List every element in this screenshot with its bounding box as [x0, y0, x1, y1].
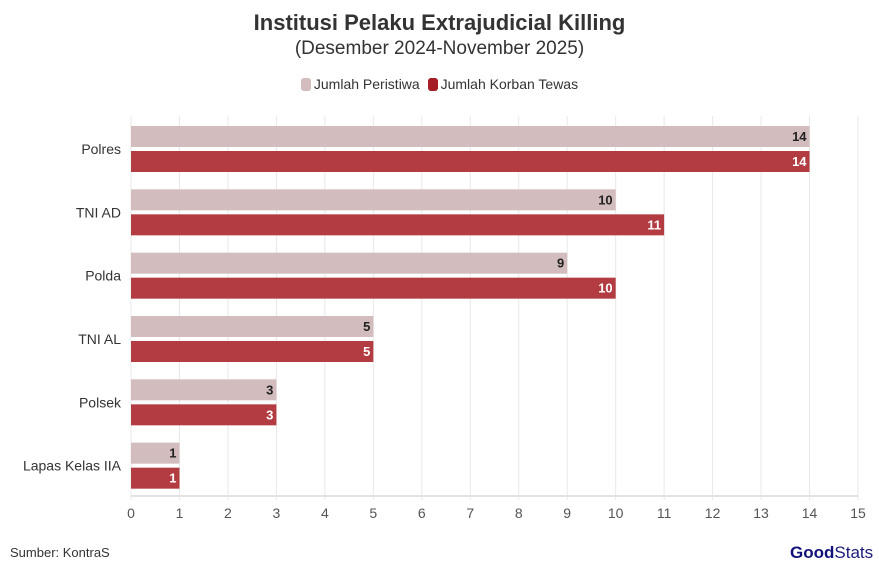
data-label: 1 — [169, 446, 176, 461]
x-tick-label: 3 — [273, 505, 281, 521]
legend: Jumlah Peristiwa Jumlah Korban Tewas — [0, 76, 879, 94]
legend-swatch — [427, 77, 438, 91]
bar-1 — [131, 277, 616, 299]
x-tick-label: 7 — [466, 505, 474, 521]
bar-1 — [131, 341, 374, 362]
data-label: 14 — [792, 154, 807, 169]
category-label: TNI AL — [78, 331, 121, 347]
category-label: Polda — [85, 268, 121, 284]
legend-swatch — [300, 77, 311, 91]
bar-1 — [131, 214, 665, 236]
data-label: 11 — [647, 217, 661, 232]
bar-0 — [131, 189, 616, 211]
data-label: 14 — [792, 129, 807, 144]
category-label: Polsek — [79, 394, 122, 410]
goodstats-logo: GoodStats — [790, 543, 873, 563]
x-tick-label: 2 — [224, 505, 232, 521]
x-tick-label: 15 — [850, 505, 866, 521]
category-label: Lapas Kelas IIA — [23, 458, 122, 474]
x-tick-label: 10 — [608, 505, 624, 521]
bar-1 — [131, 404, 277, 426]
category-label: Polres — [81, 141, 121, 157]
bar-0 — [131, 442, 180, 464]
x-tick-label: 6 — [418, 505, 426, 521]
legend-item-peristiwa[interactable]: Jumlah Peristiwa — [300, 76, 420, 92]
logo-part-good: Good — [790, 543, 835, 562]
source-note: Sumber: KontraS — [10, 545, 110, 560]
bar-0 — [131, 379, 277, 401]
x-tick-label: 14 — [802, 505, 818, 521]
legend-label: Jumlah Korban Tewas — [440, 76, 579, 92]
data-label: 1 — [169, 471, 176, 486]
bar-1 — [131, 467, 180, 489]
bar-1 — [131, 151, 810, 172]
x-tick-label: 11 — [657, 505, 672, 521]
x-tick-label: 8 — [515, 505, 523, 521]
legend-label: Jumlah Peristiwa — [313, 76, 420, 92]
data-label: 10 — [598, 281, 612, 296]
x-tick-label: 13 — [753, 505, 769, 521]
chart-subtitle: (Desember 2024-November 2025) — [294, 38, 585, 59]
x-tick-label: 0 — [127, 505, 135, 521]
x-tick-label: 9 — [563, 505, 571, 521]
bar-0 — [131, 316, 374, 337]
data-label: 10 — [598, 192, 612, 207]
data-label: 9 — [557, 256, 564, 271]
bar-0 — [131, 126, 810, 147]
category-label: TNI AD — [76, 204, 121, 220]
x-tick-label: 4 — [321, 505, 329, 521]
x-tick-label: 1 — [176, 505, 184, 521]
data-label: 3 — [266, 407, 273, 422]
x-tick-label: 12 — [705, 505, 721, 521]
bar-0 — [131, 252, 568, 274]
logo-part-stats: Stats — [834, 543, 874, 562]
chart-title: Institusi Pelaku Extrajudicial Killing — [253, 10, 626, 35]
x-tick-label: 5 — [369, 505, 377, 521]
data-label: 5 — [363, 319, 370, 334]
legend-item-korban[interactable]: Jumlah Korban Tewas — [427, 76, 579, 92]
data-label: 5 — [363, 344, 370, 359]
data-label: 3 — [266, 382, 273, 397]
